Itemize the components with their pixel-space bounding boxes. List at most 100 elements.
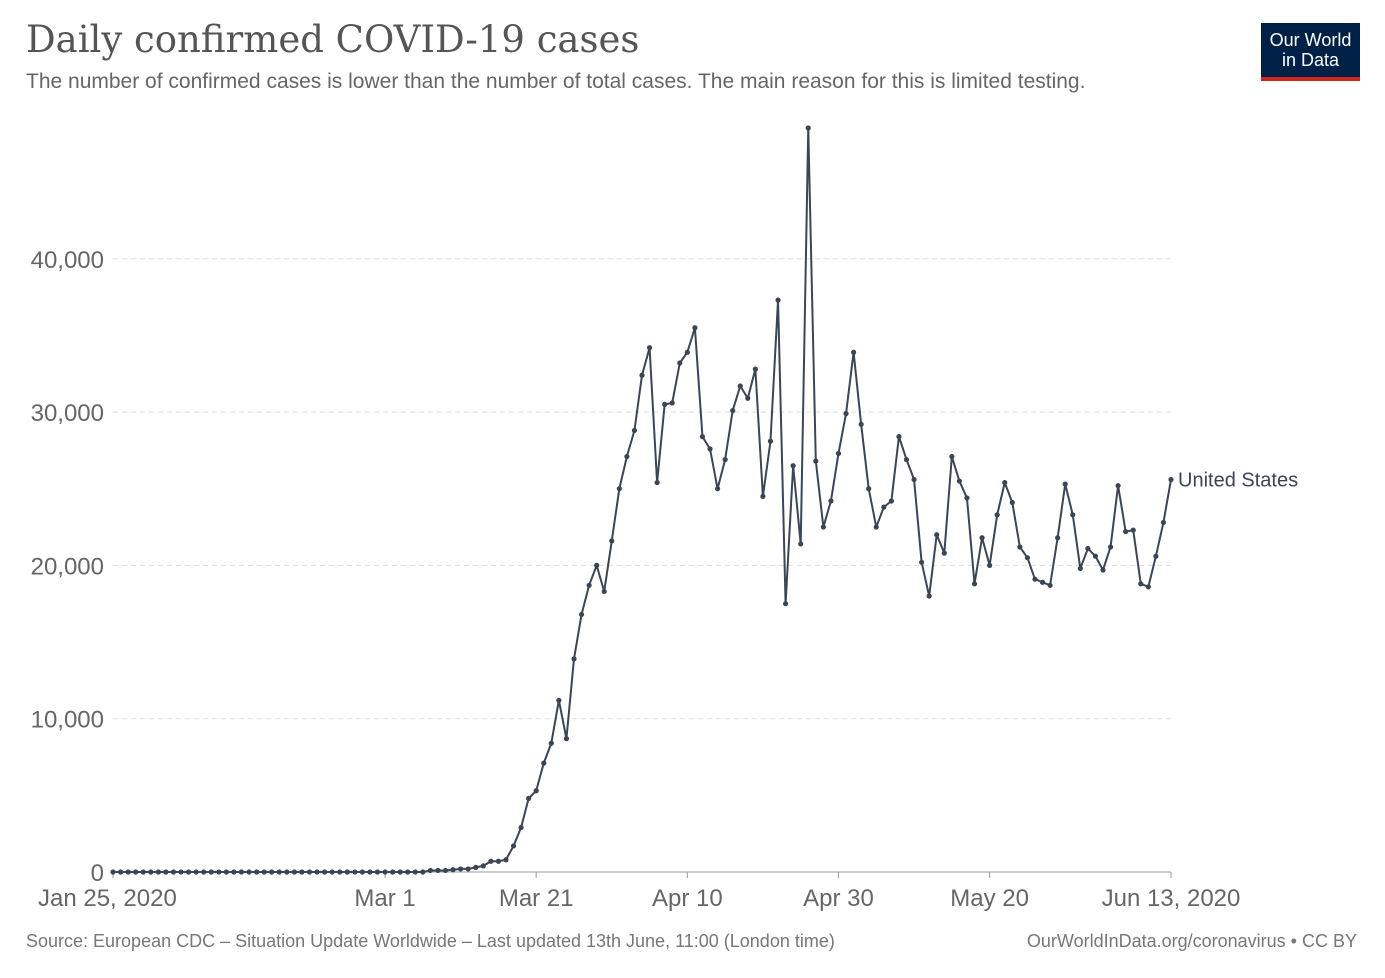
data-point (851, 349, 857, 355)
data-point (405, 869, 411, 875)
data-point (594, 562, 600, 568)
x-tick-label: May 20 (950, 885, 1029, 912)
data-point (110, 869, 116, 875)
data-point (488, 858, 494, 864)
data-point (450, 867, 456, 873)
data-point (677, 360, 683, 366)
data-point (813, 458, 819, 464)
data-point (707, 446, 713, 452)
data-point (223, 869, 229, 875)
data-point (624, 453, 630, 460)
data-point (352, 869, 358, 875)
data-point (1032, 576, 1038, 582)
data-point (359, 869, 365, 875)
data-point (382, 869, 388, 875)
data-point (1160, 519, 1167, 526)
data-point (631, 427, 638, 434)
x-tick-label: Mar 1 (354, 885, 415, 912)
data-point (1085, 545, 1091, 552)
data-point (1002, 479, 1008, 486)
data-point (843, 411, 849, 417)
data-point (314, 869, 320, 875)
x-tick-label: Jan 25, 2020 (38, 885, 177, 912)
data-point (269, 869, 275, 875)
data-point (148, 869, 154, 875)
data-point (737, 383, 743, 389)
data-point (730, 407, 736, 414)
data-point (692, 325, 698, 331)
data-point (1123, 529, 1129, 535)
data-point (306, 869, 313, 875)
y-tick-label: 30,000 (31, 400, 104, 427)
data-point (246, 869, 252, 875)
data-point (1009, 499, 1015, 506)
data-point (669, 400, 675, 406)
data-point (510, 843, 517, 849)
data-point (427, 867, 433, 874)
data-point (714, 486, 721, 492)
data-point (1107, 544, 1114, 550)
data-point (866, 486, 872, 492)
data-point (646, 345, 653, 351)
data-point (201, 869, 207, 875)
x-tick-label: Apr 30 (803, 885, 874, 912)
data-point (563, 736, 570, 742)
data-point (911, 476, 917, 483)
footer-link[interactable]: OurWorldInData.org/coronavirus • CC BY (1026, 931, 1357, 951)
data-point (654, 479, 660, 486)
data-point (1130, 527, 1136, 533)
data-point (949, 453, 955, 460)
data-point (722, 457, 728, 463)
owid-logo[interactable]: Our World in Data (1261, 23, 1360, 81)
data-point (760, 493, 766, 499)
data-point (458, 866, 464, 872)
data-point (442, 867, 449, 874)
data-point (291, 869, 297, 875)
data-point (420, 869, 426, 875)
data-point (919, 559, 925, 565)
data-point (1047, 582, 1053, 588)
data-point (299, 869, 305, 875)
data-point (1138, 581, 1144, 587)
data-point (284, 869, 290, 875)
data-point (216, 869, 222, 875)
data-point (185, 869, 192, 875)
data-point (896, 434, 902, 440)
data-point (155, 869, 161, 875)
data-point (1168, 476, 1174, 483)
data-point (616, 486, 622, 492)
y-tick-label: 10,000 (31, 707, 104, 734)
data-point (790, 463, 796, 469)
logo-line-2: in Data (1281, 50, 1340, 70)
chart-subtitle: The number of confirmed cases is lower t… (26, 70, 1086, 93)
data-point (805, 125, 811, 131)
data-point (745, 395, 751, 401)
data-point (1070, 512, 1076, 518)
data-point (412, 869, 418, 875)
data-point (329, 869, 335, 875)
data-point (798, 541, 804, 547)
data-point (767, 438, 774, 444)
data-point (1055, 535, 1061, 541)
data-point (601, 588, 607, 595)
data-point (261, 869, 267, 875)
data-point (752, 366, 758, 372)
data-point (1145, 584, 1151, 590)
data-point (503, 857, 509, 863)
data-point (782, 601, 789, 607)
series-label: United States (1178, 470, 1298, 492)
data-point (586, 582, 592, 588)
data-point (934, 532, 940, 538)
data-point (1092, 553, 1099, 559)
data-point (828, 498, 834, 504)
data-point (987, 562, 993, 568)
data-point (533, 788, 539, 794)
data-point (1153, 553, 1159, 559)
data-point (163, 869, 169, 875)
x-tick-label: Mar 21 (499, 885, 574, 912)
data-point (1024, 555, 1031, 561)
data-point (390, 869, 396, 875)
data-point (518, 824, 524, 831)
